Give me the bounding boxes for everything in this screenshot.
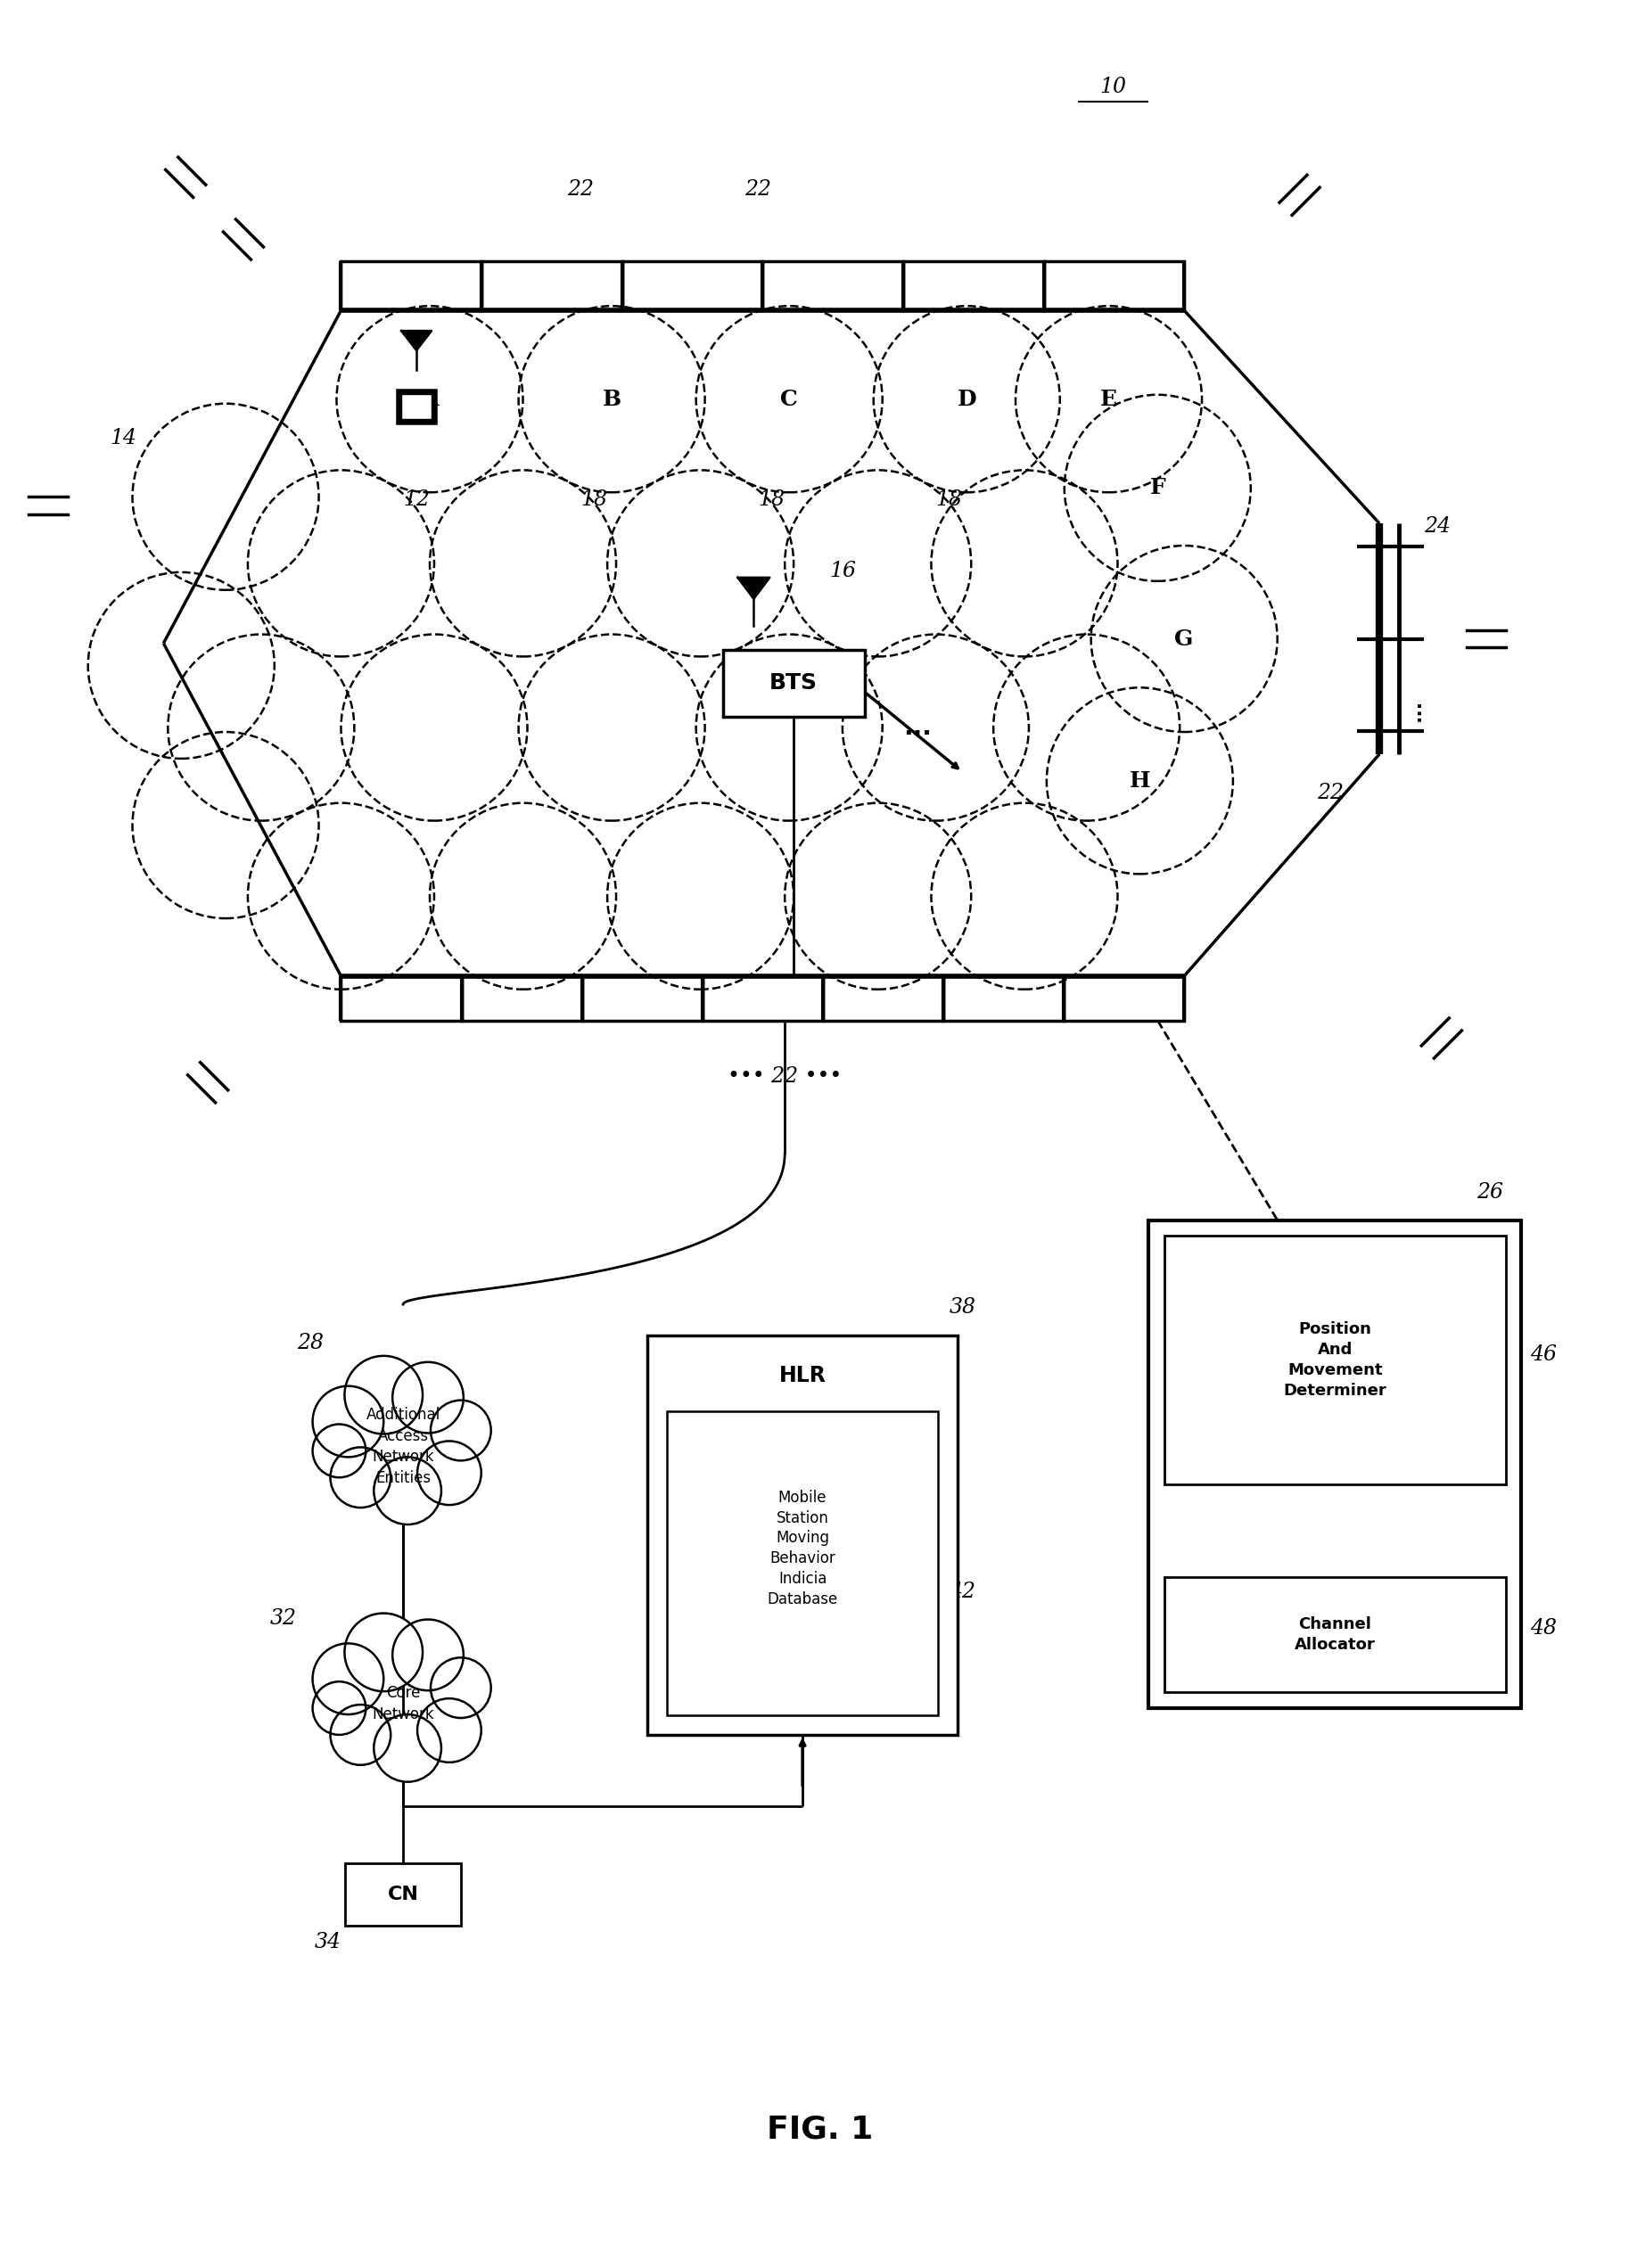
Circle shape <box>393 1619 464 1690</box>
Polygon shape <box>737 578 770 599</box>
Bar <box>341 261 482 311</box>
Text: Additional
Access
Network
Entities: Additional Access Network Entities <box>365 1406 441 1486</box>
Bar <box>1148 1220 1522 1708</box>
Bar <box>943 975 1064 1021</box>
Text: 18: 18 <box>581 490 607 510</box>
Text: 16: 16 <box>829 560 855 581</box>
Text: 14: 14 <box>110 426 137 449</box>
Circle shape <box>373 1715 441 1783</box>
Text: C: C <box>780 388 798 411</box>
Text: BTS: BTS <box>770 671 818 694</box>
Text: D: D <box>957 388 977 411</box>
Bar <box>622 261 763 311</box>
Text: 18: 18 <box>758 490 785 510</box>
Text: 48: 48 <box>1530 1619 1558 1640</box>
Text: H: H <box>1128 771 1150 792</box>
Bar <box>666 1411 938 1715</box>
Text: 28: 28 <box>296 1334 324 1354</box>
Bar <box>646 1336 957 1735</box>
Circle shape <box>331 1447 392 1508</box>
Text: Channel
Allocator: Channel Allocator <box>1295 1617 1375 1653</box>
Circle shape <box>313 1644 383 1715</box>
Bar <box>482 261 622 311</box>
Text: E: E <box>1101 388 1117 411</box>
Text: 42: 42 <box>949 1581 975 1601</box>
Bar <box>341 975 462 1021</box>
Bar <box>822 975 943 1021</box>
Bar <box>345 1864 461 1926</box>
Text: F: F <box>1150 476 1165 499</box>
Bar <box>1064 975 1184 1021</box>
Circle shape <box>431 1658 490 1717</box>
Text: Core
Network: Core Network <box>372 1685 434 1721</box>
Text: 26: 26 <box>1477 1182 1504 1202</box>
Bar <box>1165 1236 1505 1486</box>
Text: Position
And
Movement
Determiner: Position And Movement Determiner <box>1283 1322 1387 1399</box>
Circle shape <box>313 1386 383 1456</box>
Text: CN: CN <box>388 1885 419 1903</box>
Text: 22: 22 <box>1318 782 1344 803</box>
Circle shape <box>393 1363 464 1433</box>
Bar <box>903 261 1043 311</box>
Text: ...: ... <box>903 714 933 739</box>
Bar <box>401 395 431 420</box>
Text: ...: ... <box>1406 699 1425 721</box>
Text: 22: 22 <box>745 179 772 200</box>
Text: 12: 12 <box>403 490 429 510</box>
Bar <box>462 975 582 1021</box>
Circle shape <box>418 1699 482 1762</box>
Circle shape <box>418 1440 482 1506</box>
Text: 18: 18 <box>936 490 962 510</box>
Text: 10: 10 <box>1101 77 1127 98</box>
Polygon shape <box>401 331 431 349</box>
Text: G: G <box>1175 628 1194 649</box>
Text: 24: 24 <box>1425 517 1451 538</box>
Text: B: B <box>602 388 622 411</box>
Bar <box>396 390 436 424</box>
Text: ••• 22 •••: ••• 22 ••• <box>727 1066 842 1086</box>
Bar <box>582 975 702 1021</box>
Circle shape <box>344 1356 423 1433</box>
Circle shape <box>431 1399 490 1461</box>
Circle shape <box>313 1681 365 1735</box>
Circle shape <box>313 1424 365 1476</box>
Circle shape <box>373 1456 441 1524</box>
Text: 46: 46 <box>1530 1345 1558 1365</box>
Text: 22: 22 <box>568 179 594 200</box>
Text: A: A <box>421 388 439 411</box>
Text: 38: 38 <box>949 1297 975 1318</box>
Bar <box>1165 1576 1505 1692</box>
Text: 34: 34 <box>314 1932 341 1953</box>
Bar <box>702 975 822 1021</box>
Text: Mobile
Station
Moving
Behavior
Indicia
Database: Mobile Station Moving Behavior Indicia D… <box>767 1490 837 1608</box>
Text: 32: 32 <box>270 1608 296 1628</box>
Circle shape <box>344 1613 423 1692</box>
Text: FIG. 1: FIG. 1 <box>767 2114 873 2146</box>
Bar <box>722 651 865 717</box>
Text: HLR: HLR <box>780 1365 826 1386</box>
Circle shape <box>331 1706 392 1765</box>
Bar <box>763 261 903 311</box>
Bar <box>1043 261 1184 311</box>
